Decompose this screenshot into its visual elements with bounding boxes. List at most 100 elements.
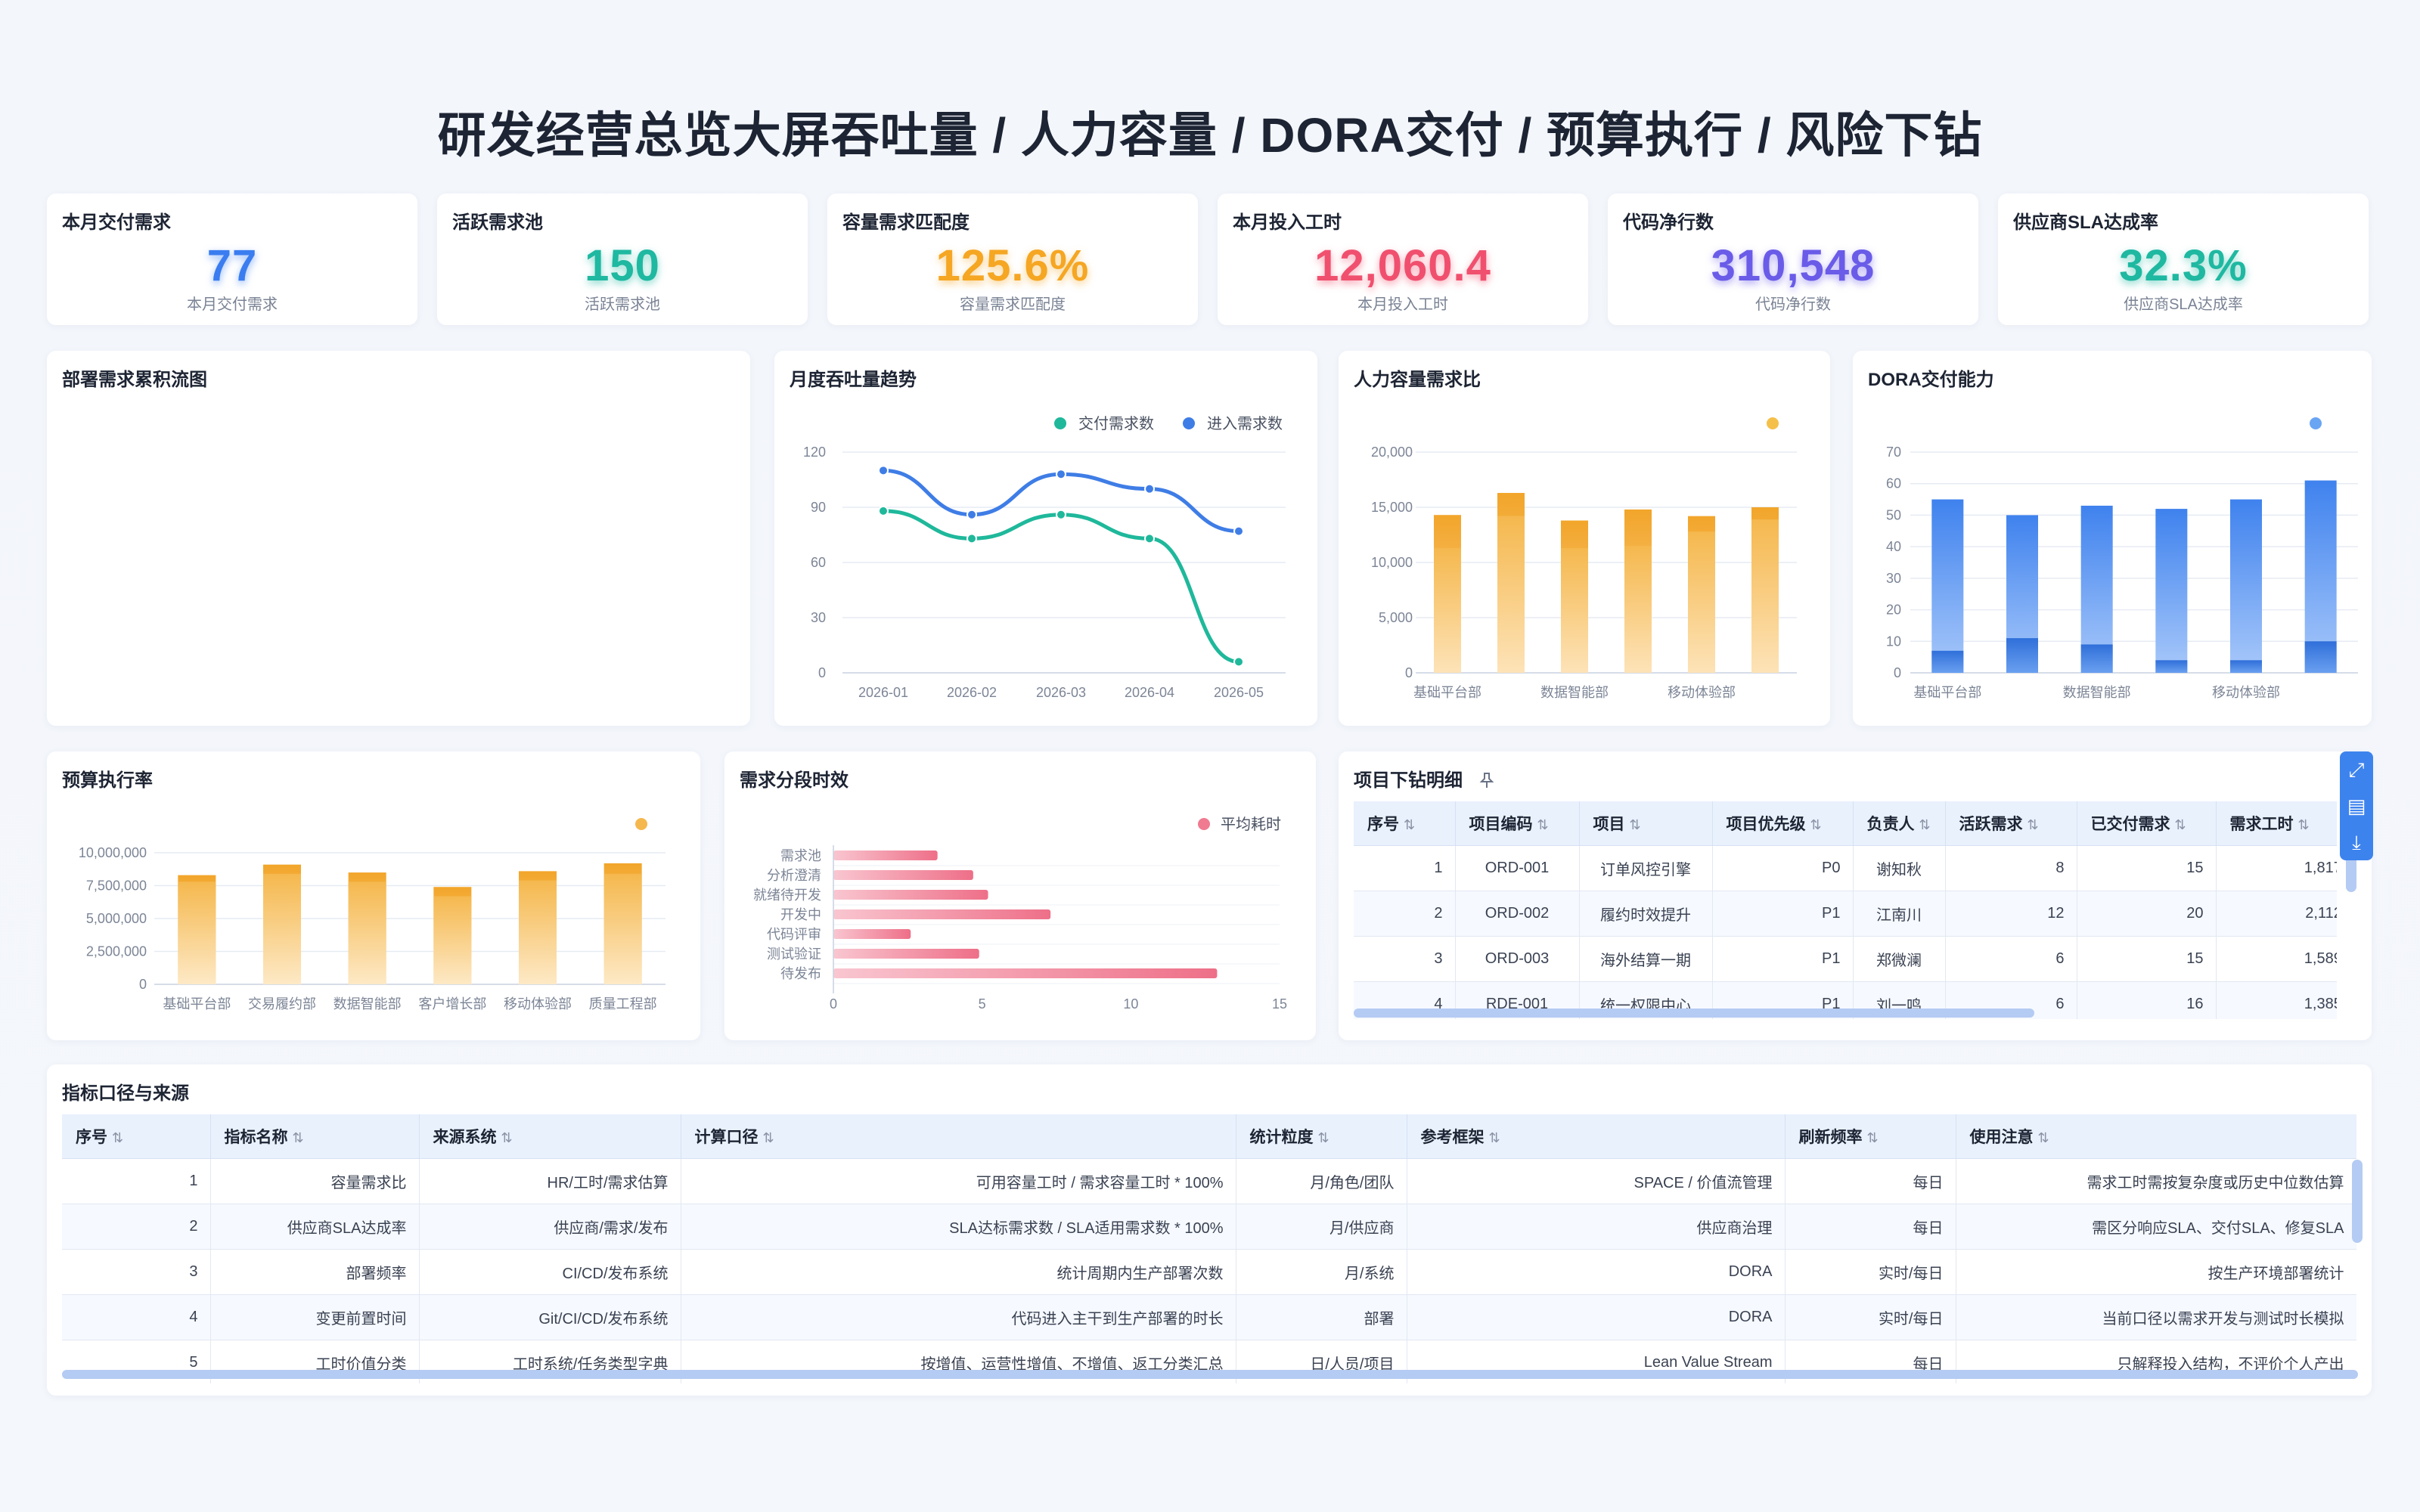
kpi-value: 32.3% bbox=[2119, 241, 2248, 290]
dora-svg-y-tick: 10 bbox=[1886, 634, 1901, 649]
column-header-label: 负责人 bbox=[1866, 815, 1915, 833]
table-cell: 实时/每日 bbox=[1785, 1249, 1956, 1295]
table-cell: 每日 bbox=[1785, 1158, 1956, 1204]
bud-svg-bar-spent bbox=[263, 873, 301, 984]
sort-icon[interactable]: ⇅ bbox=[2174, 816, 2186, 832]
metrics-table-wrap[interactable]: 序号 ⇅ 指标名称 ⇅ 来源系统 ⇅ 计算口径 ⇅ 统计粒度 ⇅ 参考框架 ⇅ 刷新频率 ⇅ 使用注意 ⇅ 1 容… bbox=[62, 1114, 2356, 1383]
sort-icon[interactable]: ⇅ bbox=[1866, 1129, 1879, 1145]
table-row[interactable]: 4 变更前置时间 Git/CI/CD/发布系统 代码进入主干到生产部署的时长 部署 DOR… bbox=[62, 1294, 2356, 1340]
column-header[interactable]: 项目优先级 ⇅ bbox=[1712, 801, 1854, 846]
sort-icon[interactable]: ⇅ bbox=[501, 1129, 513, 1145]
stg-y-tick: 分析澄清 bbox=[767, 868, 821, 883]
column-header[interactable]: 统计粒度 ⇅ bbox=[1236, 1114, 1407, 1159]
download-icon[interactable]: ⤓ bbox=[2352, 831, 2361, 854]
tp-line-2 bbox=[883, 468, 1239, 534]
cap-svg-x-tick: 基础平台部 bbox=[1413, 685, 1481, 700]
cap-svg-y-tick: 15,000 bbox=[1371, 500, 1413, 515]
column-header[interactable]: 负责人 ⇅ bbox=[1853, 801, 1946, 846]
column-header[interactable]: 来源系统 ⇅ bbox=[419, 1114, 681, 1159]
tp-y-tick: 0 bbox=[818, 665, 826, 680]
expand-icon[interactable]: ⤢ bbox=[2348, 758, 2365, 781]
sort-icon[interactable]: ⇅ bbox=[2027, 816, 2039, 832]
stg-x-tick: 15 bbox=[1272, 996, 1287, 1012]
cap-svg-bar-demand bbox=[1561, 548, 1588, 673]
kpi-label: 本月交付需求 bbox=[62, 212, 171, 233]
dora-svg-x-tick: 移动体验部 bbox=[2212, 685, 2280, 700]
cap-svg-legend-dot bbox=[1767, 417, 1779, 429]
sort-icon[interactable]: ⇅ bbox=[2297, 816, 2310, 832]
table-row[interactable]: 2 供应商SLA达成率 供应商/需求/发布 SLA达标需求数 / SLA适用需求数 *… bbox=[62, 1204, 2356, 1250]
dora-card: DORA交付能力 0 10 20 30 40 50 60 70 基础平台部 数据智能部 移动体验部 bbox=[1853, 351, 2372, 726]
sort-icon[interactable]: ⇅ bbox=[1810, 816, 1822, 832]
cfd-card: 部署需求累积流图 050100150200需求池分析澄清就绪待开发开发中代码评审… bbox=[47, 351, 750, 726]
tp-point bbox=[1233, 656, 1244, 668]
table-cell: 16 bbox=[2077, 981, 2217, 1019]
card-title-drill: 项目下钻明细 bbox=[1354, 765, 1495, 792]
bud-svg-bar-spent bbox=[433, 896, 472, 984]
table-row[interactable]: 1 容量需求比 HR/工时/需求估算 可用容量工时 / 需求容量工时 * 100% 月/… bbox=[62, 1158, 2356, 1204]
stg-x-tick: 10 bbox=[1123, 996, 1138, 1012]
column-header[interactable]: 刷新频率 ⇅ bbox=[1785, 1114, 1956, 1159]
table-row[interactable]: 3 部署频率 CI/CD/发布系统 统计周期内生产部署次数 月/系统 DORA 实时/每日按… bbox=[62, 1249, 2356, 1295]
tp-legend-label: 进入需求数 bbox=[1207, 415, 1283, 432]
column-header[interactable]: 参考框架 ⇅ bbox=[1407, 1114, 1786, 1159]
card-title-capacity: 人力容量需求比 bbox=[1354, 370, 1481, 390]
sort-icon[interactable]: ⇅ bbox=[1919, 816, 1931, 832]
column-header-label: 项目编码 bbox=[1469, 815, 1533, 833]
bud-svg-bar-spent bbox=[603, 873, 642, 984]
table-cell: 月/系统 bbox=[1236, 1249, 1407, 1295]
sort-icon[interactable]: ⇅ bbox=[1537, 816, 1549, 832]
column-header[interactable]: 计算口径 ⇅ bbox=[681, 1114, 1236, 1159]
dora-svg-y-tick: 70 bbox=[1886, 445, 1901, 460]
metrics-h-scrollbar[interactable] bbox=[62, 1370, 2358, 1379]
sort-icon[interactable]: ⇅ bbox=[112, 1129, 124, 1145]
column-header[interactable]: 活跃需求 ⇅ bbox=[1945, 801, 2077, 846]
drill-h-scrollbar[interactable] bbox=[1354, 1009, 2034, 1018]
cap-svg-y-tick: 20,000 bbox=[1371, 445, 1413, 460]
column-header[interactable]: 项目 ⇅ bbox=[1579, 801, 1713, 846]
bud-svg-y-tick: 0 bbox=[139, 977, 147, 992]
sort-icon[interactable]: ⇅ bbox=[762, 1129, 774, 1145]
sort-icon[interactable]: ⇅ bbox=[292, 1129, 304, 1145]
cap-svg-y-tick: 0 bbox=[1405, 665, 1413, 680]
bud-svg-x-tick: 数据智能部 bbox=[334, 996, 402, 1012]
throughput-card: 月度吞吐量趋势 0 30 60 90 120 交付需求数 进入需求数 2026-01 2026-… bbox=[774, 351, 1317, 726]
column-header[interactable]: 已交付需求 ⇅ bbox=[2077, 801, 2217, 846]
document-icon[interactable]: ▤ bbox=[2347, 795, 2366, 817]
kpi-card: 容量需求匹配度 125.6% 容量需求匹配度 bbox=[827, 194, 1198, 325]
drill-table: 序号 ⇅ 项目编码 ⇅ 项目 ⇅ 项目优先级 ⇅ 负责人 ⇅ 活跃需求 ⇅ 已交付需求 ⇅ 需求工时 ⇅ 1 OR… bbox=[1354, 801, 2337, 1019]
column-header-label: 项目优先级 bbox=[1726, 815, 1806, 833]
tp-point bbox=[1056, 469, 1066, 480]
metrics-v-scrollbar[interactable] bbox=[2352, 1160, 2363, 1243]
sort-icon[interactable]: ⇅ bbox=[1404, 816, 1416, 832]
stg-y-tick: 测试验证 bbox=[767, 947, 821, 962]
table-cell: Git/CI/CD/发布系统 bbox=[419, 1294, 681, 1340]
drill-table-wrap[interactable]: 序号 ⇅ 项目编码 ⇅ 项目 ⇅ 项目优先级 ⇅ 负责人 ⇅ 活跃需求 ⇅ 已交付需求 ⇅ 需求工时 ⇅ 1 OR… bbox=[1354, 801, 2337, 1019]
table-cell: 供应商/需求/发布 bbox=[419, 1204, 681, 1250]
column-header[interactable]: 需求工时 ⇅ bbox=[2216, 801, 2337, 846]
table-cell: 15 bbox=[2077, 845, 2217, 891]
table-cell: 代码进入主干到生产部署的时长 bbox=[681, 1294, 1236, 1340]
dora-svg-y-tick: 30 bbox=[1886, 571, 1901, 586]
sort-icon[interactable]: ⇅ bbox=[1488, 1129, 1500, 1145]
column-header-label: 刷新频率 bbox=[1798, 1128, 1863, 1146]
kpi-label: 活跃需求池 bbox=[452, 212, 543, 233]
tp-x-tick: 2026-02 bbox=[947, 685, 997, 700]
column-header[interactable]: 使用注意 ⇅ bbox=[1956, 1114, 2356, 1159]
table-cell: 部署频率 bbox=[210, 1249, 420, 1295]
column-header[interactable]: 序号 ⇅ bbox=[62, 1114, 211, 1159]
pin-icon[interactable] bbox=[1478, 770, 1495, 791]
column-header[interactable]: 指标名称 ⇅ bbox=[210, 1114, 420, 1159]
dora-svg-x-tick: 数据智能部 bbox=[2063, 685, 2131, 700]
column-header[interactable]: 项目编码 ⇅ bbox=[1455, 801, 1580, 846]
kpi-card: 供应商SLA达成率 32.3% 供应商SLA达成率 bbox=[1998, 194, 2369, 325]
sort-icon[interactable]: ⇅ bbox=[2037, 1129, 2049, 1145]
sort-icon[interactable]: ⇅ bbox=[1629, 816, 1641, 832]
column-header[interactable]: 序号 ⇅ bbox=[1354, 801, 1456, 846]
sort-icon[interactable]: ⇅ bbox=[1317, 1129, 1329, 1145]
tp-point bbox=[1144, 533, 1155, 544]
kpi-sub: 代码净行数 bbox=[1755, 296, 1831, 313]
